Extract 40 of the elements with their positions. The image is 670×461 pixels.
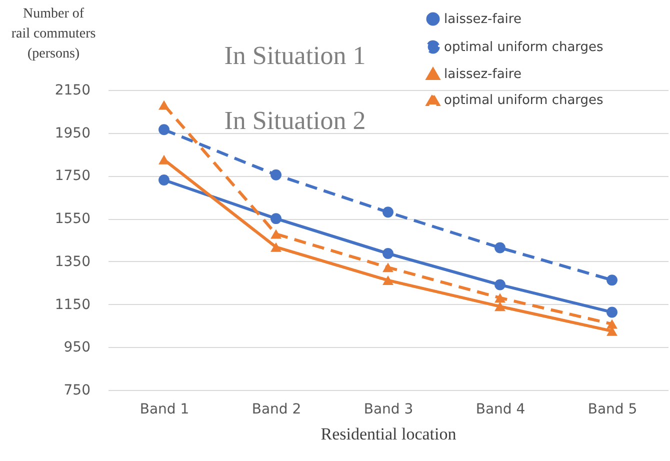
legend-label: optimal uniform charges	[444, 93, 604, 108]
y-tick-label: 1550	[54, 211, 90, 228]
point	[494, 242, 506, 254]
point	[270, 169, 282, 180]
y-tick-label: 1150	[54, 296, 90, 313]
text: In Situation 1	[224, 41, 366, 70]
point	[494, 293, 506, 303]
point	[158, 124, 170, 136]
point	[158, 100, 170, 110]
point	[382, 248, 394, 259]
point	[494, 302, 506, 312]
point	[158, 154, 170, 164]
point	[158, 174, 170, 186]
point	[270, 229, 282, 239]
point	[382, 276, 394, 286]
point	[494, 279, 506, 290]
x-tick-label: Band 2	[252, 402, 302, 418]
point	[606, 319, 618, 329]
point	[270, 213, 282, 224]
legend-label: laissez-faire	[444, 12, 522, 27]
legend-label: optimal uniform charges	[444, 40, 604, 55]
y-tick-label: 1950	[54, 125, 90, 142]
y-tick-label: 750	[64, 382, 90, 398]
x-axis-title: Residential location	[320, 424, 457, 444]
x-tick-label: Band 3	[364, 402, 414, 418]
x-tick-label: Band 5	[588, 402, 638, 418]
point	[382, 262, 394, 272]
point	[606, 274, 618, 286]
x-tick-label: Band 4	[476, 402, 526, 418]
y-tick-label: 1350	[54, 254, 90, 270]
y-axis-title: Number of rail commuters (persons)	[11, 6, 96, 62]
point	[382, 206, 394, 218]
legend-label: laissez-faire	[444, 67, 522, 82]
point	[270, 242, 282, 252]
y-tick-label: 1750	[54, 168, 90, 184]
x-tick-label: Band 1	[140, 402, 190, 418]
y-tick-label: 2150	[54, 82, 90, 98]
point	[606, 306, 618, 318]
y-tick-label: 950	[64, 340, 90, 356]
annotation: In Situation 2	[224, 106, 366, 135]
